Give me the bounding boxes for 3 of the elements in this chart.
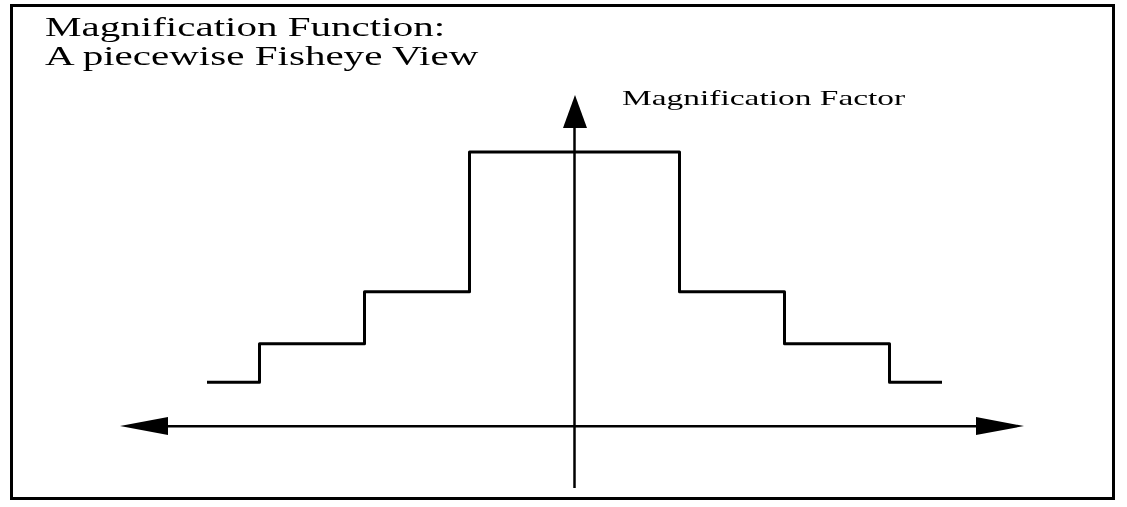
y-axis-title: Magnification Factor — [622, 85, 906, 110]
chart-title: Magnification Function: — [45, 12, 446, 42]
chart-subtitle: A piecewise Fisheye View — [45, 41, 479, 71]
